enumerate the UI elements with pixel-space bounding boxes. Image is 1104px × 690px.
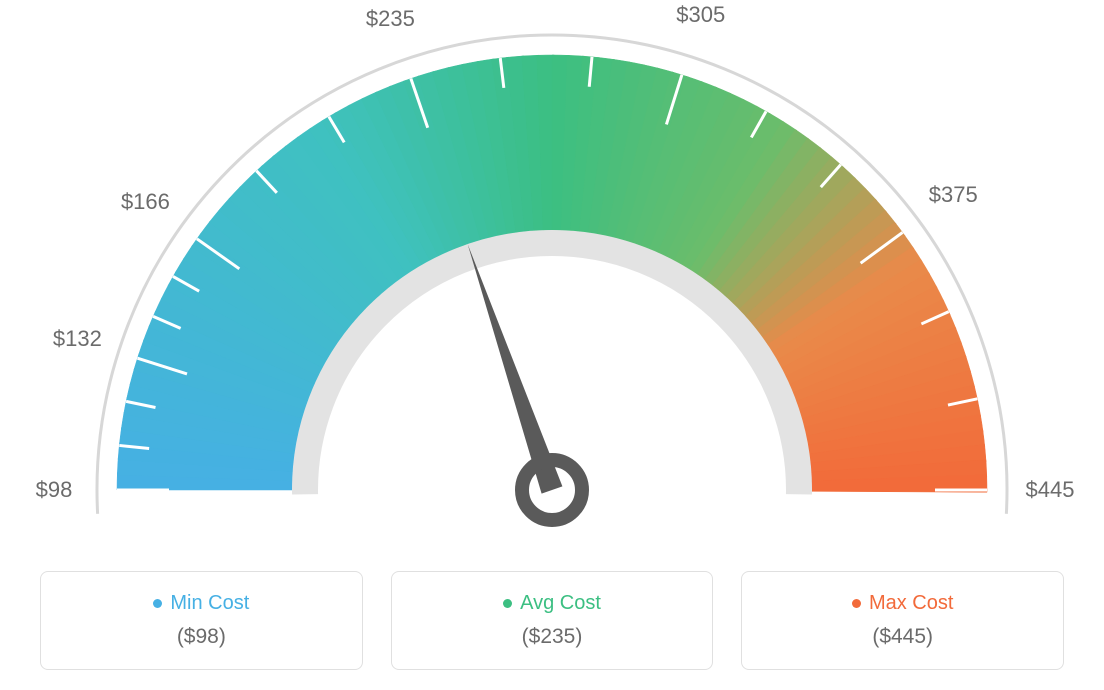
legend-row: Min Cost ($98) Avg Cost ($235) Max Cost … — [0, 571, 1104, 670]
legend-title-text: Max Cost — [869, 592, 953, 615]
gauge-tick-label: $235 — [366, 6, 415, 32]
gauge-tick-label: $445 — [1026, 477, 1075, 503]
legend-value: ($235) — [402, 625, 703, 649]
legend-title-text: Avg Cost — [520, 592, 601, 615]
gauge-tick-label: $305 — [676, 2, 725, 28]
legend-card-min: Min Cost ($98) — [40, 571, 363, 670]
legend-title: Max Cost — [752, 592, 1053, 615]
legend-dot-icon — [852, 599, 861, 608]
legend-title: Min Cost — [51, 592, 352, 615]
legend-value: ($445) — [752, 625, 1053, 649]
legend-title: Avg Cost — [402, 592, 703, 615]
legend-card-max: Max Cost ($445) — [741, 571, 1064, 670]
gauge-tick-label: $166 — [121, 189, 170, 215]
legend-title-text: Min Cost — [170, 592, 249, 615]
gauge-tick-label: $132 — [53, 326, 102, 352]
legend-dot-icon — [503, 599, 512, 608]
gauge-tick-label: $98 — [36, 477, 73, 503]
legend-card-avg: Avg Cost ($235) — [391, 571, 714, 670]
gauge-tick-label: $375 — [929, 182, 978, 208]
gauge-svg — [0, 0, 1104, 550]
legend-dot-icon — [153, 599, 162, 608]
gauge-chart: $98 $132 $166 $235 $305 $375 $445 — [0, 0, 1104, 550]
legend-value: ($98) — [51, 625, 352, 649]
